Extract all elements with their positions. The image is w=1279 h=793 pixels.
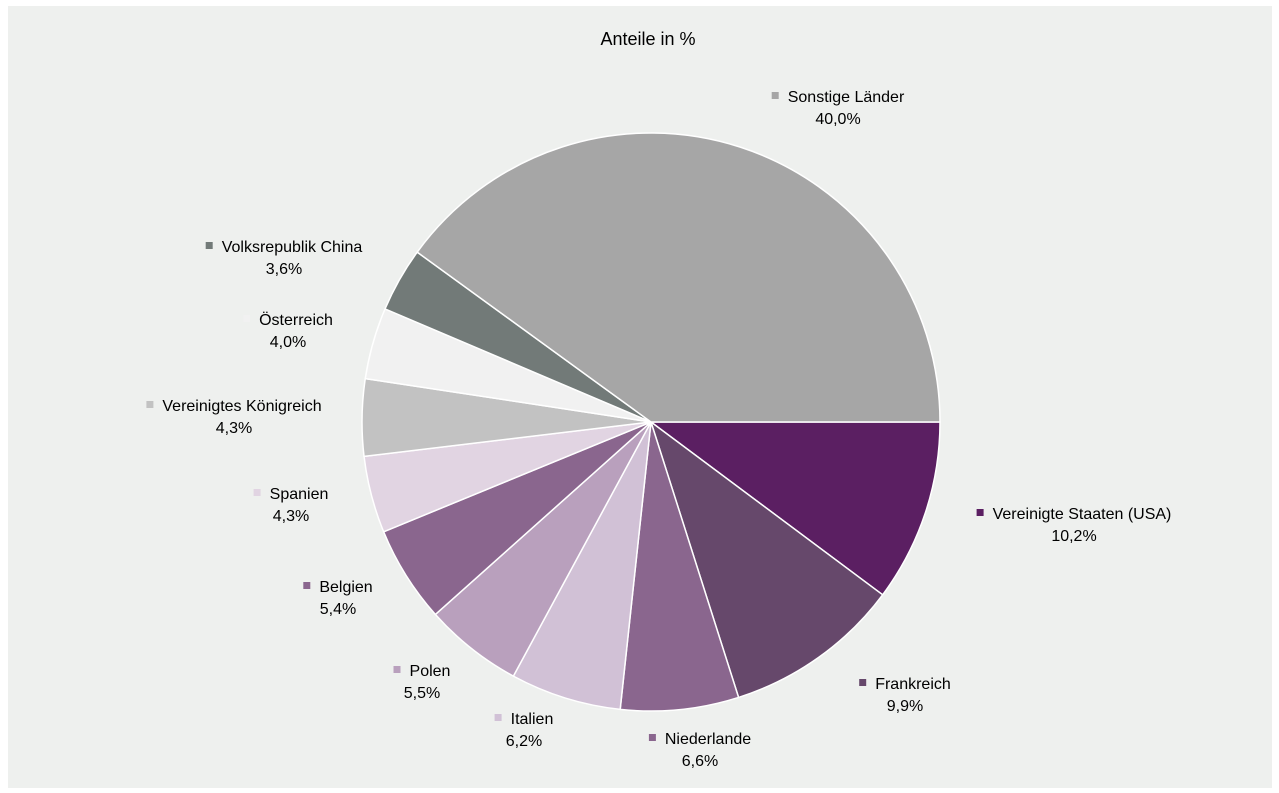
legend-marker bbox=[859, 679, 867, 686]
chart-area: Anteile in % Vereinigte Staaten (USA) 10,… bbox=[8, 6, 1272, 788]
slice-label: Niederlande 6,6% bbox=[648, 731, 751, 770]
slice-name: Belgien bbox=[319, 579, 372, 596]
slice-value: 4,0% bbox=[270, 334, 306, 351]
slice-label: Italien 6,2% bbox=[494, 711, 554, 750]
slice-name: Niederlande bbox=[665, 731, 751, 748]
legend-marker bbox=[771, 92, 779, 99]
legend-marker bbox=[205, 242, 213, 249]
slice-name: Polen bbox=[410, 663, 451, 680]
pie-slices bbox=[361, 132, 941, 712]
legend-marker bbox=[146, 401, 154, 408]
slice-value: 4,3% bbox=[273, 508, 309, 525]
slice-label: Frankreich 9,9% bbox=[859, 676, 951, 715]
pie-slice bbox=[619, 421, 740, 712]
slice-value: 10,2% bbox=[1051, 528, 1096, 545]
slice-label: Spanien 4,3% bbox=[253, 486, 329, 525]
legend-marker bbox=[494, 714, 502, 721]
slice-name: Italien bbox=[511, 711, 554, 728]
slice-name: Sonstige Länder bbox=[788, 89, 905, 106]
chart-title: Anteile in % bbox=[600, 29, 695, 49]
slice-label: Vereinigtes Königreich 4,3% bbox=[146, 398, 322, 437]
legend-marker bbox=[976, 509, 984, 516]
slice-name: Vereinigtes Königreich bbox=[162, 398, 321, 415]
slice-name: Frankreich bbox=[875, 676, 951, 693]
slice-value: 6,6% bbox=[682, 753, 718, 770]
slice-label: Polen 5,5% bbox=[393, 663, 451, 702]
pie-slice bbox=[416, 132, 941, 423]
legend-marker bbox=[303, 582, 311, 589]
legend-marker bbox=[253, 489, 261, 496]
slice-value: 40,0% bbox=[815, 111, 860, 128]
slice-value: 9,9% bbox=[887, 698, 923, 715]
slice-label: Volksrepublik China 3,6% bbox=[205, 239, 363, 278]
slice-value: 3,6% bbox=[266, 261, 302, 278]
pie-slice bbox=[649, 420, 884, 699]
slice-label: Belgien 5,4% bbox=[303, 579, 373, 618]
slice-value: 5,5% bbox=[404, 685, 440, 702]
slice-value: 4,3% bbox=[216, 420, 252, 437]
slice-label: Österreich 4,0% bbox=[243, 311, 333, 351]
slice-name: Volksrepublik China bbox=[222, 239, 363, 256]
slice-name: Spanien bbox=[270, 486, 329, 503]
slice-labels: Vereinigte Staaten (USA) 10,2% Frankreich 9… bbox=[146, 89, 1171, 770]
slice-label: Vereinigte Staaten (USA) 10,2% bbox=[976, 506, 1172, 545]
slice-name: Vereinigte Staaten (USA) bbox=[993, 506, 1172, 523]
slice-value: 5,4% bbox=[320, 601, 356, 618]
slice-name: Österreich bbox=[259, 311, 333, 329]
slice-label: Sonstige Länder 40,0% bbox=[771, 89, 905, 128]
pie-slice bbox=[648, 421, 941, 596]
slice-value: 6,2% bbox=[506, 733, 542, 750]
legend-marker bbox=[648, 734, 656, 741]
pie-chart: Anteile in % Vereinigte Staaten (USA) 10,… bbox=[146, 29, 1171, 770]
legend-marker bbox=[243, 315, 251, 322]
legend-marker bbox=[393, 666, 401, 673]
